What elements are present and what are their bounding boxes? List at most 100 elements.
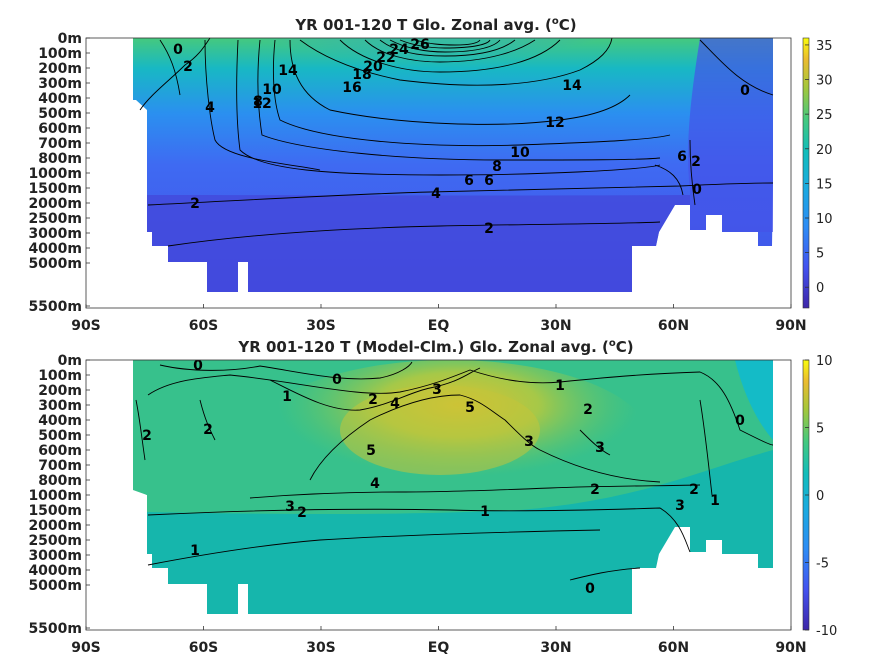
colorbar-tick-label: 10 <box>816 354 833 369</box>
svg-text:5: 5 <box>465 400 475 416</box>
x-tick-label: 90N <box>775 640 806 656</box>
y-tick-label: 100m <box>38 46 82 62</box>
x-tick-label: 90N <box>775 318 806 334</box>
contour-lines-top <box>139 38 774 247</box>
svg-text:8: 8 <box>492 159 502 175</box>
y-tick-label: 5000m <box>28 256 82 272</box>
panel-temperature: YR 001-120 T Glo. Zonal avg. (oC) <box>28 16 833 334</box>
svg-text:2: 2 <box>368 392 378 408</box>
x-tick-label: 30N <box>540 640 571 656</box>
y-tick-labels-top: 0m100m200m300m400m500m600m700m800m1000m1… <box>28 31 90 315</box>
svg-text:3: 3 <box>595 440 605 456</box>
colorbar-tick-label: 20 <box>816 143 833 158</box>
colorbar-tick-label: 10 <box>816 212 833 227</box>
y-tick-label: 1500m <box>28 503 82 519</box>
svg-text:2: 2 <box>691 154 701 170</box>
y-tick-label: 1500m <box>28 181 82 197</box>
svg-text:2: 2 <box>583 402 593 418</box>
svg-text:6: 6 <box>484 173 494 189</box>
y-tick-label: 500m <box>38 428 82 444</box>
contour-labels-bottom: 0 0 1 2 4 3 5 5 4 3 2 1 2 3 2 2 3 1 2 1 <box>142 358 745 597</box>
x-tick-label: 90S <box>71 640 101 656</box>
svg-text:14: 14 <box>278 63 298 79</box>
y-tick-label: 200m <box>38 61 82 77</box>
x-tick-label: EQ <box>428 318 450 334</box>
svg-text:3: 3 <box>524 434 534 450</box>
svg-text:22: 22 <box>376 50 395 66</box>
svg-text:26: 26 <box>410 37 429 53</box>
svg-text:20: 20 <box>363 59 383 75</box>
svg-text:4: 4 <box>390 396 400 412</box>
x-tick-label: 60N <box>658 318 689 334</box>
svg-text:0: 0 <box>740 83 750 99</box>
svg-text:4: 4 <box>370 476 380 492</box>
svg-text:5: 5 <box>366 443 376 459</box>
svg-text:10: 10 <box>262 82 282 98</box>
y-tick-label: 3000m <box>28 548 82 564</box>
y-tick-labels-bottom: 0m100m200m300m400m500m600m700m800m1000m1… <box>28 353 90 637</box>
svg-text:2: 2 <box>190 196 200 212</box>
svg-text:12: 12 <box>252 96 271 112</box>
x-tick-label: 60S <box>189 318 219 334</box>
contour-lines-bottom <box>135 361 774 581</box>
colorbar-top: 35 30 25 20 15 10 5 0 <box>802 37 833 309</box>
colorbar-tick-label: 15 <box>816 177 833 192</box>
chart-title-top: YR 001-120 T Glo. Zonal avg. (oC) <box>294 16 576 34</box>
colorbar-tick-label: 5 <box>816 247 824 262</box>
y-tick-label: 4000m <box>28 241 82 257</box>
y-tick-label: 5500m <box>28 299 82 315</box>
svg-text:0: 0 <box>332 372 342 388</box>
svg-text:1: 1 <box>282 389 292 405</box>
x-tick-label: 30S <box>306 640 336 656</box>
svg-text:2: 2 <box>689 482 699 498</box>
svg-text:6: 6 <box>677 149 687 165</box>
y-tick-label: 1000m <box>28 488 82 504</box>
y-tick-label: 600m <box>38 121 82 137</box>
y-tick-label: 400m <box>38 413 82 429</box>
colorbar-tick-label: 0 <box>816 281 824 296</box>
svg-text:3: 3 <box>432 382 442 398</box>
svg-text:2: 2 <box>203 422 213 438</box>
svg-text:1: 1 <box>710 493 720 509</box>
svg-text:0: 0 <box>735 413 745 429</box>
x-tick-label: 60N <box>658 640 689 656</box>
svg-text:6: 6 <box>464 173 474 189</box>
svg-text:16: 16 <box>342 80 361 96</box>
heatmap-field-top: 0 2 4 6 8 10 12 14 16 18 20 22 24 26 12 … <box>133 37 774 292</box>
svg-text:2: 2 <box>142 428 152 444</box>
svg-text:24: 24 <box>389 42 409 58</box>
svg-text:14: 14 <box>562 78 582 94</box>
colorbar-tick-label: -5 <box>816 557 829 572</box>
colorbar-tick-label: 35 <box>816 39 833 54</box>
colorbar-tick-label: 5 <box>816 422 824 437</box>
y-tick-label: 2500m <box>28 533 82 549</box>
y-tick-label: 5000m <box>28 578 82 594</box>
svg-text:12: 12 <box>545 115 564 131</box>
y-tick-label: 2000m <box>28 518 82 534</box>
svg-text:2: 2 <box>297 505 307 521</box>
svg-text:0: 0 <box>692 182 702 198</box>
panel-temperature-anomaly: YR 001-120 T (Model-Clm.) Glo. Zonal avg… <box>28 338 837 656</box>
svg-text:8: 8 <box>253 94 263 110</box>
y-tick-label: 300m <box>38 76 82 92</box>
svg-text:10: 10 <box>510 145 530 161</box>
x-tick-labels-bottom: 90S 60S 30S EQ 30N 60N 90N <box>71 626 807 656</box>
y-tick-label: 800m <box>38 151 82 167</box>
y-tick-label: 300m <box>38 398 82 414</box>
svg-text:4: 4 <box>205 100 215 116</box>
y-tick-label: 1000m <box>28 166 82 182</box>
y-tick-label: 500m <box>38 106 82 122</box>
y-tick-label: 0m <box>58 353 82 369</box>
colorbar-tick-label: 25 <box>816 108 833 123</box>
y-tick-label: 700m <box>38 136 82 152</box>
x-tick-label: EQ <box>428 640 450 656</box>
svg-text:3: 3 <box>285 499 295 515</box>
svg-text:1: 1 <box>480 504 490 520</box>
svg-text:4: 4 <box>431 186 441 202</box>
svg-text:1: 1 <box>190 543 200 559</box>
colorbar-tick-label: 30 <box>816 74 833 89</box>
y-tick-label: 2000m <box>28 196 82 212</box>
svg-text:0: 0 <box>193 358 203 374</box>
x-tick-label: 30N <box>540 318 571 334</box>
y-tick-label: 800m <box>38 473 82 489</box>
